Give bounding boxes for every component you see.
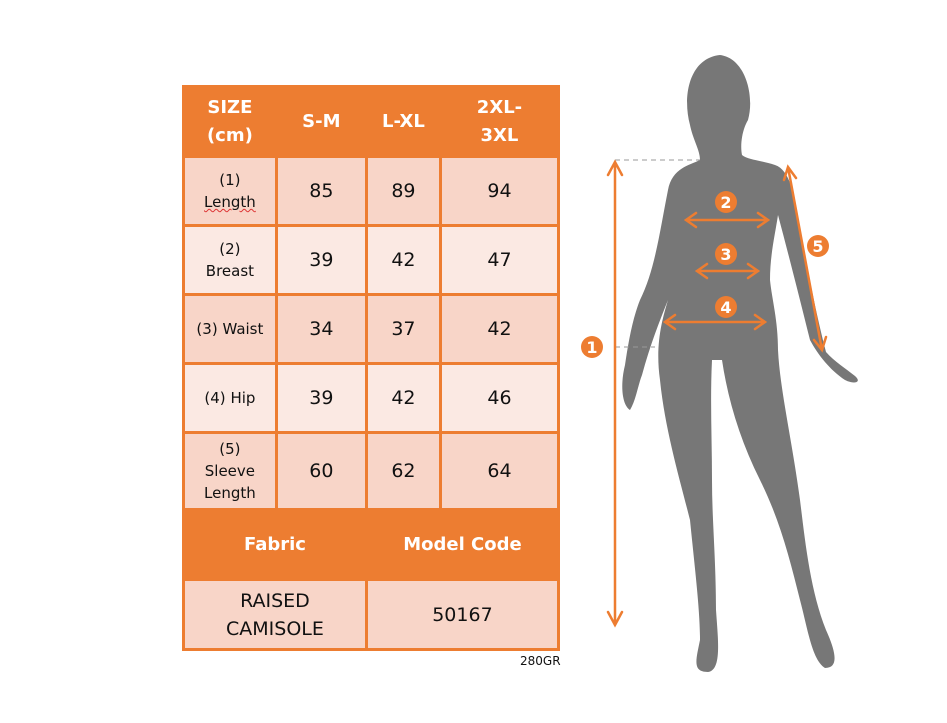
measurement-value: 62 — [364, 431, 442, 511]
row-label: Length — [204, 193, 256, 211]
header-l-xl: L-XL — [364, 85, 442, 158]
row-label-cell: (5) Sleeve Length — [182, 431, 278, 511]
header-2xl-3xl: 2XL-3XL — [438, 85, 561, 158]
marker-circle — [581, 336, 603, 358]
measurement-value: 85 — [274, 155, 368, 227]
row-label-cell: (3) Waist — [182, 293, 278, 365]
row-label: Sleeve Length — [204, 462, 256, 502]
row-label-num: (4) — [204, 389, 226, 407]
measurement-value: 60 — [274, 431, 368, 511]
model-code-value: 50167 — [364, 578, 561, 651]
measurement-arrows — [606, 159, 828, 628]
row-label: Hip — [230, 389, 256, 407]
marker-circle — [715, 191, 737, 213]
waist-arrow — [694, 262, 761, 280]
measurement-value: 64 — [438, 431, 561, 511]
female-silhouette-shape — [622, 55, 858, 672]
footer-row: RAISED CAMISOLE 50167 — [182, 578, 561, 651]
measurement-value: 89 — [364, 155, 442, 227]
measurement-value: 34 — [274, 293, 368, 365]
marker-number: 4 — [720, 298, 731, 317]
size-row: (1) Length 85 89 94 — [182, 155, 561, 227]
marker-number: 3 — [720, 245, 731, 264]
header-row: SIZE (cm) S-M L-XL 2XL-3XL — [182, 85, 561, 158]
measurement-value: 94 — [438, 155, 561, 227]
breast-arrow — [683, 211, 771, 229]
marker-circle — [715, 296, 737, 318]
row-label: Breast — [205, 262, 255, 280]
size-row: (2) Breast 39 42 47 — [182, 224, 561, 296]
size-row: (5) Sleeve Length 60 62 64 — [182, 431, 561, 511]
measurement-value: 39 — [274, 224, 368, 296]
size-chart-table: SIZE (cm) S-M L-XL 2XL-3XL (1) Length 85 89… — [182, 85, 561, 651]
row-label: Waist — [222, 320, 264, 338]
row-label-num: (3) — [196, 320, 218, 338]
header-size: SIZE (cm) — [182, 85, 278, 158]
header-s-m: S-M — [274, 85, 368, 158]
marker-circle — [715, 243, 737, 265]
hip-arrow — [662, 313, 768, 331]
header-fabric: Fabric — [182, 508, 368, 581]
marker-number: 1 — [586, 338, 597, 357]
measurement-value: 47 — [438, 224, 561, 296]
measurement-markers: 1 2 3 4 5 — [581, 191, 829, 358]
header-model-code: Model Code — [364, 508, 561, 581]
measurement-value: 39 — [274, 362, 368, 434]
row-label-num: (5) — [219, 440, 241, 458]
measurement-value: 46 — [438, 362, 561, 434]
row-label-num: (1) — [219, 171, 241, 189]
fabric-value: RAISED CAMISOLE — [182, 578, 368, 651]
marker-number: 5 — [812, 237, 823, 256]
fabric-weight-code: 280GR — [520, 654, 561, 668]
measurement-value: 37 — [364, 293, 442, 365]
row-label-cell: (1) Length — [182, 155, 278, 227]
size-row: (3) Waist 34 37 42 — [182, 293, 561, 365]
footer-header-row: Fabric Model Code — [182, 508, 561, 581]
row-label-cell: (4) Hip — [182, 362, 278, 434]
size-row: (4) Hip 39 42 46 — [182, 362, 561, 434]
marker-number: 2 — [720, 193, 731, 212]
length-arrow — [606, 159, 624, 628]
row-label-num: (2) — [219, 240, 241, 258]
marker-circle — [807, 235, 829, 257]
measurement-value: 42 — [438, 293, 561, 365]
measurement-value: 42 — [364, 362, 442, 434]
measurement-value: 42 — [364, 224, 442, 296]
row-label-cell: (2) Breast — [182, 224, 278, 296]
silhouette — [622, 55, 858, 672]
sleeve-arrow — [782, 164, 828, 353]
guide-lines — [615, 159, 700, 348]
